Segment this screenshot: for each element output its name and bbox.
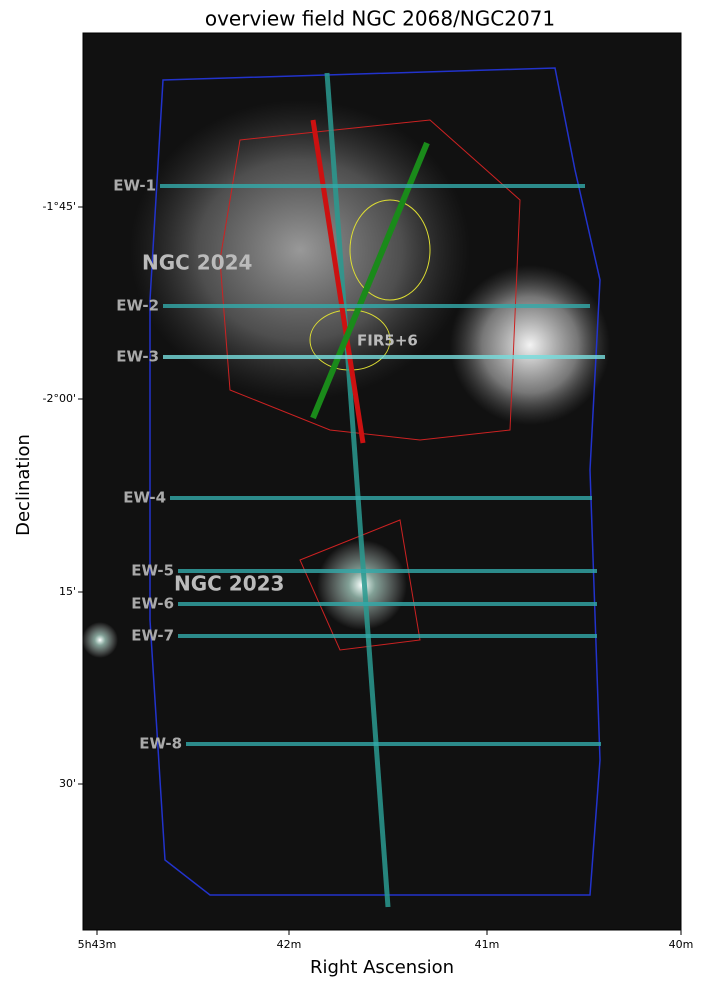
y-tick-label: -1°45' — [43, 200, 77, 213]
x-tick-label: 5h43m — [78, 938, 117, 951]
x-axis-label: Right Ascension — [310, 957, 454, 978]
cut-label: EW-4 — [123, 489, 166, 507]
y-tick-label: -2°00' — [43, 392, 77, 405]
region-label: FIR5+6 — [357, 332, 418, 350]
x-tick-label: 41m — [475, 938, 500, 951]
y-axis-label: Declination — [13, 434, 34, 536]
star-glow — [82, 622, 118, 658]
x-tick-label: 42m — [277, 938, 302, 951]
region-label: NGC 2023 — [174, 572, 284, 596]
cut-label: EW-7 — [131, 627, 174, 645]
cut-label: EW-8 — [139, 735, 182, 753]
y-tick-label: 30' — [59, 777, 76, 790]
star-glare — [450, 265, 610, 425]
title: overview field NGC 2068/NGC2071 — [205, 7, 555, 31]
cut-label: EW-3 — [116, 348, 159, 366]
cut-label: EW-2 — [116, 297, 159, 315]
region-label: NGC 2024 — [142, 251, 252, 275]
x-tick-label: 40m — [669, 938, 694, 951]
y-tick-label: 15' — [59, 585, 76, 598]
cut-label: EW-1 — [113, 177, 156, 195]
cut-label: EW-5 — [131, 562, 174, 580]
figure: overview field NGC 2068/NGC2071 Right As… — [0, 0, 713, 982]
cut-label: EW-6 — [131, 595, 174, 613]
